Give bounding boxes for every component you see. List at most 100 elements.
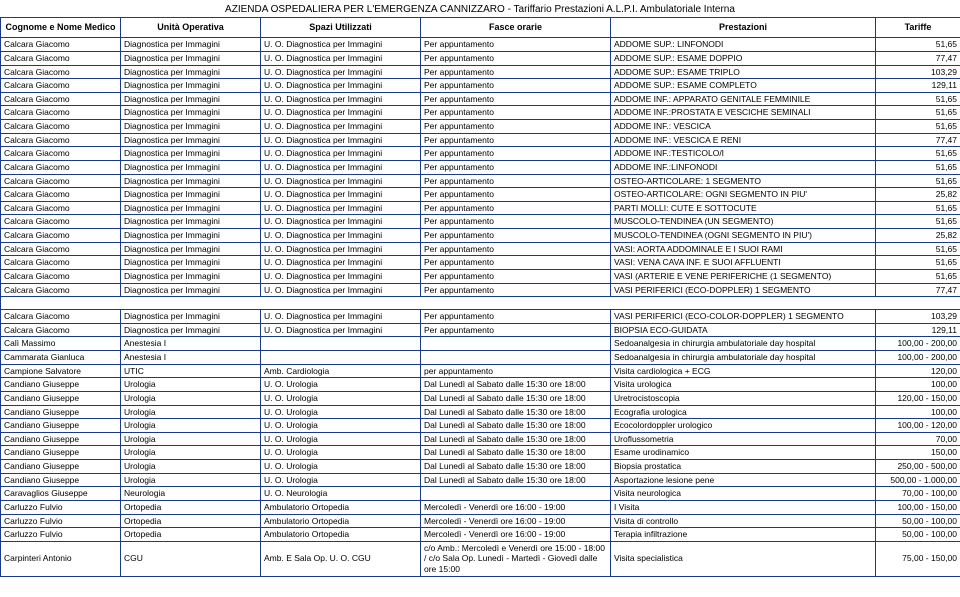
table-cell: Anestesia I [121,351,261,365]
table-cell: U. O. Urologia [261,391,421,405]
table-row: Calcara GiacomoDiagnostica per ImmaginiU… [1,201,960,215]
table-cell: VASI PERIFERICI (ECO-DOPPLER) 1 SEGMENTO [611,283,876,297]
table-cell: Ambulatorio Ortopedia [261,500,421,514]
table-cell: VASI PERIFERICI (ECO-COLOR-DOPPLER) 1 SE… [611,310,876,324]
table-cell: Diagnostica per Immagini [121,160,261,174]
table-cell: Urologia [121,446,261,460]
table-row [1,297,960,310]
table-cell: Calcara Giacomo [1,283,121,297]
table-row: Calcara GiacomoDiagnostica per ImmaginiU… [1,120,960,134]
table-cell: Dal Lunedì al Sabato dalle 15:30 ore 18:… [421,432,611,446]
table-row: Carluzzo FulvioOrtopediaAmbulatorio Orto… [1,500,960,514]
table-cell: Candiano Giuseppe [1,432,121,446]
table-row: Calcara GiacomoDiagnostica per ImmaginiU… [1,310,960,324]
table-cell: Visita specialistica [611,541,876,576]
table-row: Campione SalvatoreUTICAmb. Cardiologiape… [1,364,960,378]
table-cell: U. O. Urologia [261,419,421,433]
table-cell: Diagnostica per Immagini [121,65,261,79]
table-cell: 51,65 [876,147,960,161]
table-row: Candiano GiuseppeUrologiaU. O. UrologiaD… [1,405,960,419]
table-row: Calcara GiacomoDiagnostica per ImmaginiU… [1,65,960,79]
table-cell: ADDOME SUP.: ESAME DOPPIO [611,51,876,65]
table-cell: Visita di controllo [611,514,876,528]
table-cell: U. O. Diagnostica per Immagini [261,160,421,174]
table-cell: Diagnostica per Immagini [121,242,261,256]
table-cell: Candiano Giuseppe [1,446,121,460]
table-row: Carluzzo FulvioOrtopediaAmbulatorio Orto… [1,528,960,542]
table-cell: 100,00 [876,405,960,419]
table-cell: U. O. Urologia [261,473,421,487]
table-cell: Urologia [121,405,261,419]
table-cell: Dal Lunedì al Sabato dalle 15:30 ore 18:… [421,378,611,392]
table-cell [261,337,421,351]
table-row: Calcara GiacomoDiagnostica per ImmaginiU… [1,38,960,52]
table-cell: VASI (ARTERIE E VENE PERIFERICHE (1 SEGM… [611,269,876,283]
table-cell: Calcara Giacomo [1,174,121,188]
table-cell: Urologia [121,432,261,446]
table-cell: Carpinteri Antonio [1,541,121,576]
table-row: Calcara GiacomoDiagnostica per ImmaginiU… [1,174,960,188]
table-cell: 77,47 [876,133,960,147]
table-cell: 100,00 - 150,00 [876,500,960,514]
table-cell: 100,00 [876,378,960,392]
table-cell: U. O. Diagnostica per Immagini [261,65,421,79]
table-cell: CGU [121,541,261,576]
table-cell: U. O. Neurologia [261,487,421,501]
table-cell: Diagnostica per Immagini [121,256,261,270]
table-cell: 150,00 [876,446,960,460]
table-cell: Per appuntamento [421,38,611,52]
table-cell: U. O. Urologia [261,446,421,460]
table-cell: 103,29 [876,65,960,79]
table-cell: Mercoledì - Venerdì ore 16:00 - 19:00 [421,500,611,514]
table-cell: Diagnostica per Immagini [121,92,261,106]
table-cell: Mercoledì - Venerdì ore 16:00 - 19:00 [421,528,611,542]
table-cell [421,351,611,365]
table-cell: Per appuntamento [421,242,611,256]
table-cell: 51,65 [876,174,960,188]
table-cell: U. O. Diagnostica per Immagini [261,201,421,215]
table-cell: 103,29 [876,310,960,324]
table-cell: Calcara Giacomo [1,242,121,256]
table-cell: Dal Lunedì al Sabato dalle 15:30 ore 18:… [421,460,611,474]
table-cell: Calì Massimo [1,337,121,351]
table-cell: Calcara Giacomo [1,256,121,270]
table-cell: Per appuntamento [421,269,611,283]
table-cell: U. O. Diagnostica per Immagini [261,269,421,283]
table-cell: Per appuntamento [421,133,611,147]
table-cell: Per appuntamento [421,174,611,188]
table-row: Carpinteri AntonioCGUAmb. E Sala Op. U. … [1,541,960,576]
table-cell: 75,00 - 150,00 [876,541,960,576]
table-cell: Candiano Giuseppe [1,378,121,392]
table-cell: Ortopedia [121,514,261,528]
table-cell: Per appuntamento [421,92,611,106]
table-cell: U. O. Diagnostica per Immagini [261,242,421,256]
table-cell: 51,65 [876,92,960,106]
table-cell: 50,00 - 100,00 [876,528,960,542]
table-cell: Mercoledì - Venerdì ore 16:00 - 19:00 [421,514,611,528]
table-row: Calcara GiacomoDiagnostica per ImmaginiU… [1,79,960,93]
table-cell: 129,11 [876,323,960,337]
table-cell: Calcara Giacomo [1,120,121,134]
table-row: Candiano GiuseppeUrologiaU. O. UrologiaD… [1,473,960,487]
table-cell: Diagnostica per Immagini [121,229,261,243]
table-cell: 51,65 [876,160,960,174]
table-cell: 100,00 - 200,00 [876,351,960,365]
table-cell: Sedoanalgesia in chirurgia ambulatoriale… [611,337,876,351]
table-cell: Per appuntamento [421,256,611,270]
table-cell: Calcara Giacomo [1,79,121,93]
table-cell: Calcara Giacomo [1,160,121,174]
table-cell: U. O. Diagnostica per Immagini [261,79,421,93]
table-cell: Terapia infiltrazione [611,528,876,542]
table-cell: ADDOME SUP.: ESAME TRIPLO [611,65,876,79]
table-cell: Visita urologica [611,378,876,392]
table-cell: Candiano Giuseppe [1,405,121,419]
table-cell: Diagnostica per Immagini [121,120,261,134]
table-cell: Calcara Giacomo [1,188,121,202]
table-cell: U. O. Diagnostica per Immagini [261,133,421,147]
table-cell: Biopsia prostatica [611,460,876,474]
table-cell: Caravaglios Giuseppe [1,487,121,501]
table-cell: Per appuntamento [421,79,611,93]
table-row: Caravaglios GiuseppeNeurologiaU. O. Neur… [1,487,960,501]
table-cell: U. O. Urologia [261,460,421,474]
table-cell: c/o Amb.: Mercoledì e Venerdì ore 15:00 … [421,541,611,576]
